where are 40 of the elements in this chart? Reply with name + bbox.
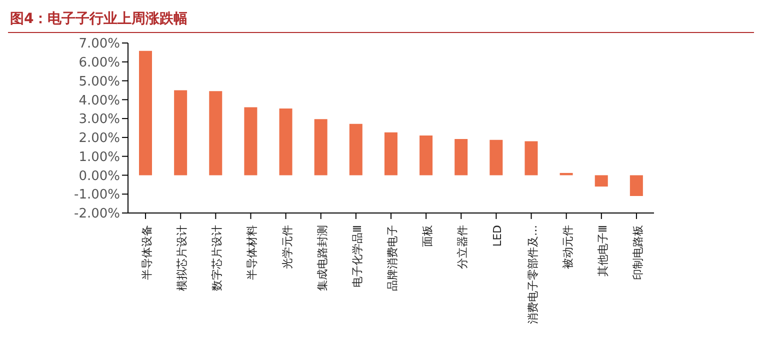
x-tick-label: 面板 xyxy=(421,225,434,247)
bar xyxy=(524,141,538,176)
bar xyxy=(630,175,643,196)
bar xyxy=(139,50,152,176)
x-tick-label: LED xyxy=(491,225,504,247)
y-tick-label: 6.00% xyxy=(78,56,120,71)
x-tick-label: 数字芯片设计 xyxy=(210,225,224,291)
bar xyxy=(209,91,222,176)
y-tick-label: 4.00% xyxy=(78,93,120,108)
y-tick-label: 3.00% xyxy=(78,112,120,128)
x-tick-label: 印制电路板 xyxy=(631,225,644,280)
bar xyxy=(244,107,258,176)
x-tick-label: 其他电子Ⅲ xyxy=(596,225,610,277)
y-tick-label: -1.00% xyxy=(74,188,120,203)
y-tick-label: 2.00% xyxy=(78,131,120,146)
y-tick-label: -2.00% xyxy=(74,206,120,222)
x-tick-label: 模拟芯片设计 xyxy=(176,225,189,291)
x-tick-label: 光学元件 xyxy=(280,225,294,269)
bar xyxy=(420,136,433,176)
chart-title: 图4：电子子行业上周涨跌幅 xyxy=(8,8,754,33)
x-tick-label: 半导体材料 xyxy=(246,225,259,280)
y-tick-label: 5.00% xyxy=(78,74,120,90)
bar xyxy=(594,175,608,187)
x-tick-label: 半导体设备 xyxy=(140,225,154,280)
bar xyxy=(454,138,468,176)
bar xyxy=(490,140,503,176)
x-tick-label: 电子化学品Ⅲ xyxy=(350,225,364,288)
x-tick-label: 品牌消费电子 xyxy=(386,225,399,291)
x-tick-label: 分立器件 xyxy=(456,225,470,269)
x-tick-label: 消费电子零部件及… xyxy=(526,225,540,324)
bar xyxy=(174,90,188,176)
bar xyxy=(349,124,362,176)
bar xyxy=(384,132,398,176)
x-tick-label: 被动元件 xyxy=(561,225,574,269)
bar xyxy=(314,119,328,176)
bar xyxy=(279,108,292,176)
x-tick-label: 集成电路封测 xyxy=(316,225,329,291)
y-tick-label: 1.00% xyxy=(78,150,120,165)
y-tick-label: 7.00% xyxy=(78,36,120,52)
y-tick-label: 0.00% xyxy=(78,168,120,184)
